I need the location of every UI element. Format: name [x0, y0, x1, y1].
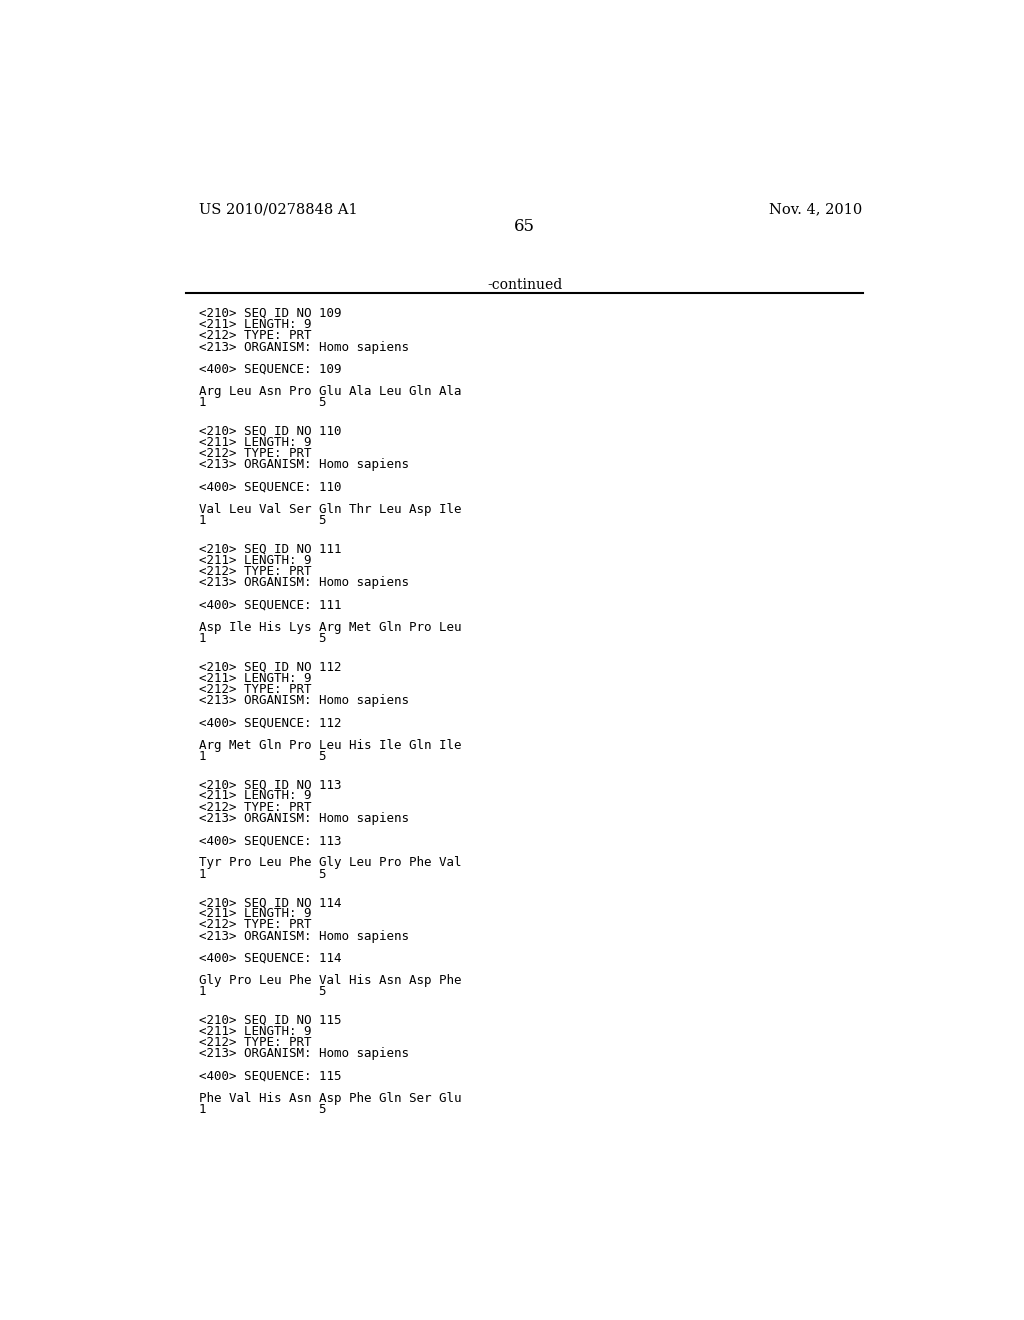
Text: <212> TYPE: PRT: <212> TYPE: PRT — [200, 330, 311, 342]
Text: <211> LENGTH: 9: <211> LENGTH: 9 — [200, 436, 311, 449]
Text: <400> SEQUENCE: 111: <400> SEQUENCE: 111 — [200, 598, 342, 611]
Text: Val Leu Val Ser Gln Thr Leu Asp Ile: Val Leu Val Ser Gln Thr Leu Asp Ile — [200, 503, 462, 516]
Text: <211> LENGTH: 9: <211> LENGTH: 9 — [200, 789, 311, 803]
Text: <213> ORGANISM: Homo sapiens: <213> ORGANISM: Homo sapiens — [200, 341, 410, 354]
Text: <212> TYPE: PRT: <212> TYPE: PRT — [200, 919, 311, 932]
Text: Gly Pro Leu Phe Val His Asn Asp Phe: Gly Pro Leu Phe Val His Asn Asp Phe — [200, 974, 462, 987]
Text: -continued: -continued — [487, 277, 562, 292]
Text: <213> ORGANISM: Homo sapiens: <213> ORGANISM: Homo sapiens — [200, 812, 410, 825]
Text: <210> SEQ ID NO 114: <210> SEQ ID NO 114 — [200, 896, 342, 909]
Text: <400> SEQUENCE: 109: <400> SEQUENCE: 109 — [200, 363, 342, 376]
Text: <212> TYPE: PRT: <212> TYPE: PRT — [200, 565, 311, 578]
Text: Asp Ile His Lys Arg Met Gln Pro Leu: Asp Ile His Lys Arg Met Gln Pro Leu — [200, 620, 462, 634]
Text: <212> TYPE: PRT: <212> TYPE: PRT — [200, 1036, 311, 1049]
Text: <400> SEQUENCE: 110: <400> SEQUENCE: 110 — [200, 480, 342, 494]
Text: <400> SEQUENCE: 113: <400> SEQUENCE: 113 — [200, 834, 342, 847]
Text: Tyr Pro Leu Phe Gly Leu Pro Phe Val: Tyr Pro Leu Phe Gly Leu Pro Phe Val — [200, 857, 462, 870]
Text: 1               5: 1 5 — [200, 632, 327, 645]
Text: <212> TYPE: PRT: <212> TYPE: PRT — [200, 447, 311, 461]
Text: <213> ORGANISM: Homo sapiens: <213> ORGANISM: Homo sapiens — [200, 929, 410, 942]
Text: US 2010/0278848 A1: US 2010/0278848 A1 — [200, 202, 358, 216]
Text: <210> SEQ ID NO 110: <210> SEQ ID NO 110 — [200, 425, 342, 438]
Text: 1               5: 1 5 — [200, 750, 327, 763]
Text: 65: 65 — [514, 218, 536, 235]
Text: 1               5: 1 5 — [200, 867, 327, 880]
Text: <213> ORGANISM: Homo sapiens: <213> ORGANISM: Homo sapiens — [200, 694, 410, 708]
Text: <210> SEQ ID NO 111: <210> SEQ ID NO 111 — [200, 543, 342, 556]
Text: Arg Met Gln Pro Leu His Ile Gln Ile: Arg Met Gln Pro Leu His Ile Gln Ile — [200, 739, 462, 751]
Text: 1               5: 1 5 — [200, 1104, 327, 1117]
Text: <210> SEQ ID NO 109: <210> SEQ ID NO 109 — [200, 308, 342, 319]
Text: <400> SEQUENCE: 112: <400> SEQUENCE: 112 — [200, 717, 342, 729]
Text: <210> SEQ ID NO 115: <210> SEQ ID NO 115 — [200, 1014, 342, 1027]
Text: 1               5: 1 5 — [200, 515, 327, 527]
Text: <211> LENGTH: 9: <211> LENGTH: 9 — [200, 554, 311, 566]
Text: <211> LENGTH: 9: <211> LENGTH: 9 — [200, 1026, 311, 1038]
Text: <212> TYPE: PRT: <212> TYPE: PRT — [200, 800, 311, 813]
Text: Phe Val His Asn Asp Phe Gln Ser Glu: Phe Val His Asn Asp Phe Gln Ser Glu — [200, 1092, 462, 1105]
Text: <213> ORGANISM: Homo sapiens: <213> ORGANISM: Homo sapiens — [200, 1047, 410, 1060]
Text: <213> ORGANISM: Homo sapiens: <213> ORGANISM: Homo sapiens — [200, 458, 410, 471]
Text: <210> SEQ ID NO 113: <210> SEQ ID NO 113 — [200, 779, 342, 791]
Text: <212> TYPE: PRT: <212> TYPE: PRT — [200, 682, 311, 696]
Text: <211> LENGTH: 9: <211> LENGTH: 9 — [200, 907, 311, 920]
Text: <211> LENGTH: 9: <211> LENGTH: 9 — [200, 672, 311, 685]
Text: <210> SEQ ID NO 112: <210> SEQ ID NO 112 — [200, 660, 342, 673]
Text: <211> LENGTH: 9: <211> LENGTH: 9 — [200, 318, 311, 331]
Text: <400> SEQUENCE: 114: <400> SEQUENCE: 114 — [200, 952, 342, 965]
Text: <400> SEQUENCE: 115: <400> SEQUENCE: 115 — [200, 1069, 342, 1082]
Text: 1               5: 1 5 — [200, 396, 327, 409]
Text: Arg Leu Asn Pro Glu Ala Leu Gln Ala: Arg Leu Asn Pro Glu Ala Leu Gln Ala — [200, 385, 462, 399]
Text: <213> ORGANISM: Homo sapiens: <213> ORGANISM: Homo sapiens — [200, 576, 410, 589]
Text: Nov. 4, 2010: Nov. 4, 2010 — [769, 202, 862, 216]
Text: 1               5: 1 5 — [200, 985, 327, 998]
